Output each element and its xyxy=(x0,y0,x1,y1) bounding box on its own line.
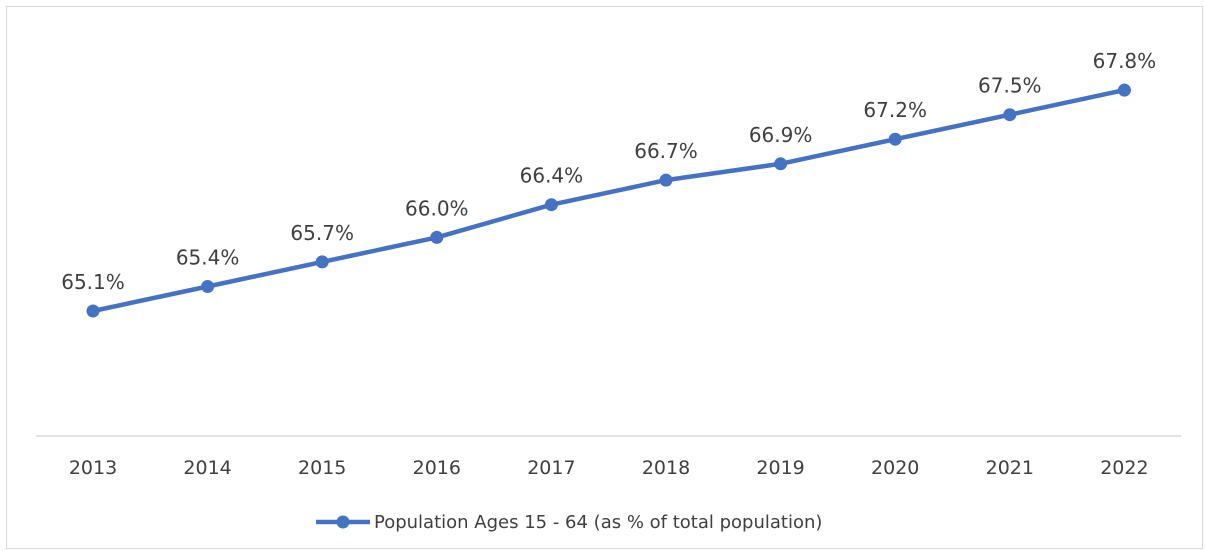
data-label: 66.0% xyxy=(405,196,469,220)
data-points xyxy=(86,83,1131,318)
data-point xyxy=(774,157,788,171)
data-label: 67.2% xyxy=(863,98,927,122)
data-labels: 65.1% 65.4% 65.7% 66.0% 66.4% 66.7% 66.9% 67.2%… xyxy=(61,49,1156,294)
x-tick-label: 2021 xyxy=(986,457,1034,479)
x-tick-label: 2018 xyxy=(642,457,690,479)
x-tick-labels: 2013 2014 2015 2016 2017 2018 2019 2020 2021 2022 xyxy=(69,457,1149,479)
x-tick-label: 2019 xyxy=(756,457,804,479)
data-point xyxy=(888,132,902,146)
data-label: 66.4% xyxy=(520,164,584,188)
x-tick-label: 2017 xyxy=(527,457,575,479)
x-tick-label: 2013 xyxy=(69,457,117,479)
data-point xyxy=(1117,83,1131,97)
x-tick-label: 2016 xyxy=(413,457,461,479)
data-label: 65.4% xyxy=(176,246,240,270)
series-line xyxy=(90,87,1127,314)
data-label: 65.7% xyxy=(290,221,354,245)
legend-label: Population Ages 15 - 64 (as % of total p… xyxy=(374,512,822,533)
x-tick-label: 2020 xyxy=(871,457,919,479)
legend: Population Ages 15 - 64 (as % of total p… xyxy=(316,512,822,533)
data-label: 67.8% xyxy=(1093,49,1157,73)
data-point xyxy=(659,173,673,187)
x-tick-label: 2015 xyxy=(298,457,346,479)
data-label: 67.5% xyxy=(978,74,1042,98)
data-label: 66.9% xyxy=(749,123,813,147)
data-point xyxy=(201,280,215,293)
x-tick-label: 2014 xyxy=(183,457,231,479)
data-point xyxy=(1003,108,1017,122)
data-point xyxy=(430,230,444,244)
chart-frame xyxy=(6,6,1203,549)
data-label: 65.1% xyxy=(61,270,125,294)
data-point xyxy=(86,304,100,318)
data-point xyxy=(544,198,558,212)
data-label: 66.7% xyxy=(634,139,698,163)
legend-point-marker xyxy=(336,515,350,529)
data-point xyxy=(315,255,329,269)
x-tick-label: 2022 xyxy=(1100,457,1148,479)
